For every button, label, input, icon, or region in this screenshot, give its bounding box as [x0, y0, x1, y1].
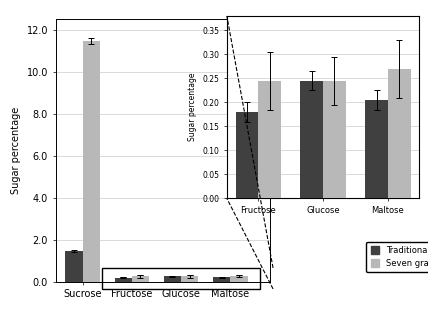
Legend: Traditional pinole, Seven grain pinole: Traditional pinole, Seven grain pinole: [366, 242, 428, 272]
Bar: [213, 277, 230, 282]
Bar: [164, 276, 181, 282]
Bar: [365, 100, 388, 198]
Bar: [388, 69, 411, 198]
Bar: [132, 276, 149, 282]
Bar: [181, 276, 198, 282]
Bar: [132, 276, 149, 282]
Bar: [102, 268, 260, 289]
Y-axis label: Sugar percentage: Sugar percentage: [187, 73, 196, 141]
Bar: [258, 81, 281, 198]
Y-axis label: Sugar percentage: Sugar percentage: [11, 107, 21, 194]
Bar: [115, 278, 132, 282]
Bar: [235, 112, 258, 198]
Bar: [213, 277, 230, 282]
Bar: [230, 276, 248, 282]
Bar: [115, 278, 132, 282]
Bar: [181, 276, 198, 282]
Bar: [164, 276, 181, 282]
Bar: [323, 81, 346, 198]
Bar: [300, 81, 323, 198]
Bar: [230, 276, 248, 282]
Bar: [83, 41, 100, 282]
Bar: [65, 251, 83, 282]
